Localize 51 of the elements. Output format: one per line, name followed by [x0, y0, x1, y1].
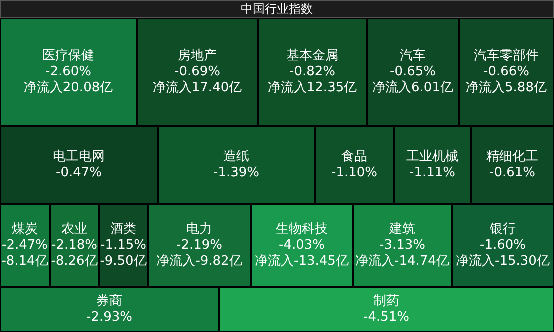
data-label: -0.82% — [290, 64, 336, 80]
data-label: 净流入12.35亿 — [268, 79, 358, 96]
category-label: 电工电网 — [53, 149, 105, 164]
data-label: -8.14亿 — [2, 254, 48, 269]
category-label: 建筑 — [388, 222, 416, 237]
category-label: 酒类 — [110, 222, 136, 237]
data-label: -2.47% — [2, 238, 48, 253]
data-label: 净流入17.40亿 — [152, 79, 242, 96]
category-label: 汽车 — [400, 48, 426, 64]
category-label: 券商 — [96, 294, 122, 309]
category-label: 煤炭 — [12, 222, 38, 237]
category-label: 农业 — [62, 222, 88, 237]
data-label: -1.11% — [410, 165, 456, 180]
category-label: 房地产 — [178, 47, 217, 64]
data-label: 净流入-15.30亿 — [456, 252, 550, 269]
data-label: -3.13% — [380, 238, 426, 253]
category-label: 工业机械 — [406, 149, 458, 164]
category-label: 生物科技 — [276, 222, 328, 237]
data-label: -2.60% — [46, 64, 92, 80]
data-label: -1.39% — [214, 165, 260, 180]
data-label: -1.15% — [100, 238, 146, 253]
text: 中国行业指数 — [0, 0, 554, 18]
data-label: -0.69% — [174, 64, 220, 80]
category-label: 电力 — [186, 222, 212, 237]
category-label: 造纸 — [224, 149, 250, 164]
category-label: 银行 — [489, 222, 516, 237]
category-label: 精细化工 — [486, 149, 538, 164]
data-label: -1.10% — [332, 165, 378, 180]
data-label: -2.93% — [86, 310, 132, 325]
data-label: 净流入-9.82亿 — [156, 252, 242, 269]
data-label: 净流入20.08亿 — [24, 79, 114, 96]
data-label: -4.51% — [364, 310, 410, 325]
data-label: -0.66% — [484, 64, 530, 80]
category-label: 制药 — [374, 294, 400, 309]
data-label: -2.19% — [176, 238, 222, 253]
data-label: -1.60% — [480, 238, 526, 253]
data-label: 净流入-13.45亿 — [255, 252, 349, 269]
category-label: 汽车零部件 — [474, 48, 539, 64]
data-label: 净流入6.01亿 — [372, 79, 454, 96]
data-label: 净流入-14.74亿 — [356, 252, 450, 269]
category-label: 食品 — [342, 149, 368, 164]
data-label: -4.03% — [279, 238, 325, 253]
data-label: -9.50亿 — [100, 254, 147, 269]
category-label: 基本金属 — [286, 48, 338, 64]
data-label: -8.26亿 — [51, 254, 98, 269]
data-label: -0.61% — [490, 165, 536, 180]
category-label: 医疗保健 — [42, 48, 94, 64]
data-label: -0.47% — [56, 165, 102, 180]
data-label: -2.18% — [52, 238, 98, 253]
data-label: -0.65% — [390, 64, 436, 80]
data-label: 净流入5.88亿 — [466, 79, 547, 96]
